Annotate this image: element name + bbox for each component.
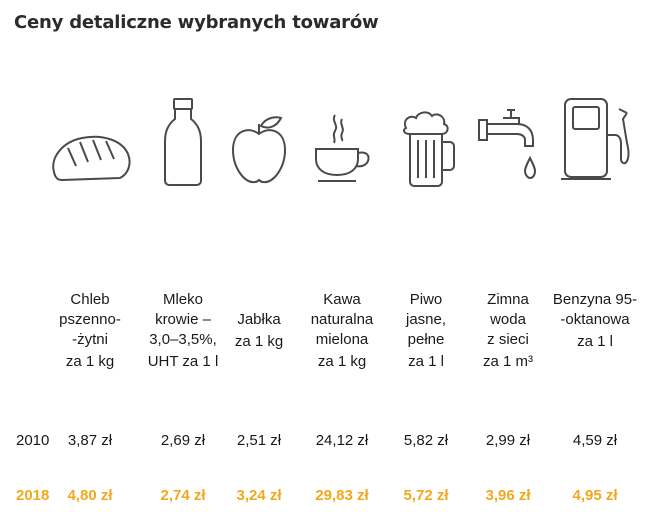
price-2018: 3,24 zł bbox=[236, 487, 282, 504]
price-2010: 5,82 zł bbox=[403, 432, 449, 449]
price-2010: 2,99 zł bbox=[485, 432, 531, 449]
water-tap-icon bbox=[473, 106, 543, 186]
price-2018: 2,74 zł bbox=[160, 487, 206, 504]
price-2018: 4,80 zł bbox=[67, 487, 113, 504]
product-column-milk: Mleko krowie – 3,0–3,5%, UHT za 1 l 2,69… bbox=[138, 0, 228, 523]
product-label: Chleb pszenno- -żytni za 1 kg bbox=[59, 291, 121, 370]
product-column-beer: Piwo jasne, pełne za 1 l 5,82 zł 5,72 zł bbox=[381, 0, 471, 523]
product-label: Piwo jasne, pełne za 1 l bbox=[405, 291, 447, 370]
product-label: Kawa naturalna mielona za 1 kg bbox=[310, 291, 374, 370]
product-label: Jabłka za 1 kg bbox=[234, 311, 284, 350]
price-2018: 4,95 zł bbox=[572, 487, 618, 504]
product-column-fuel: Benzyna 95- -oktanowa za 1 l 4,59 zł 4,9… bbox=[550, 0, 640, 523]
product-column-water: Zimna woda z sieci za 1 m³ 2,99 zł 3,96 … bbox=[463, 0, 553, 523]
price-2018: 29,83 zł bbox=[315, 487, 369, 504]
price-2010: 2,51 zł bbox=[236, 432, 282, 449]
product-column-apple: Jabłka za 1 kg 2,51 zł 3,24 zł bbox=[214, 0, 304, 523]
fuel-pump-icon bbox=[557, 95, 633, 185]
product-label: Zimna woda z sieci za 1 m³ bbox=[482, 291, 533, 370]
year-2010-label: 2010 bbox=[16, 432, 50, 449]
coffee-cup-icon bbox=[302, 111, 382, 191]
price-2010: 3,87 zł bbox=[67, 432, 113, 449]
product-column-bread: Chleb pszenno- -żytni za 1 kg 3,87 zł 4,… bbox=[45, 0, 135, 523]
page-title: Ceny detaliczne wybranych towarów bbox=[14, 12, 379, 33]
product-label: Benzyna 95- -oktanowa za 1 l bbox=[552, 291, 638, 350]
product-column-coffee: Kawa naturalna mielona za 1 kg 24,12 zł … bbox=[297, 0, 387, 523]
milk-bottle-icon bbox=[161, 97, 205, 187]
product-label: Mleko krowie – 3,0–3,5%, UHT za 1 l bbox=[147, 291, 219, 370]
price-2010: 24,12 zł bbox=[315, 432, 369, 449]
bread-icon bbox=[48, 128, 132, 188]
price-2010: 2,69 zł bbox=[160, 432, 206, 449]
price-2018: 3,96 zł bbox=[485, 487, 531, 504]
beer-mug-icon bbox=[396, 108, 456, 188]
price-2018: 5,72 zł bbox=[403, 487, 449, 504]
price-2010: 4,59 zł bbox=[572, 432, 618, 449]
apple-icon bbox=[227, 114, 291, 186]
year-2018-label: 2018 bbox=[16, 487, 50, 504]
